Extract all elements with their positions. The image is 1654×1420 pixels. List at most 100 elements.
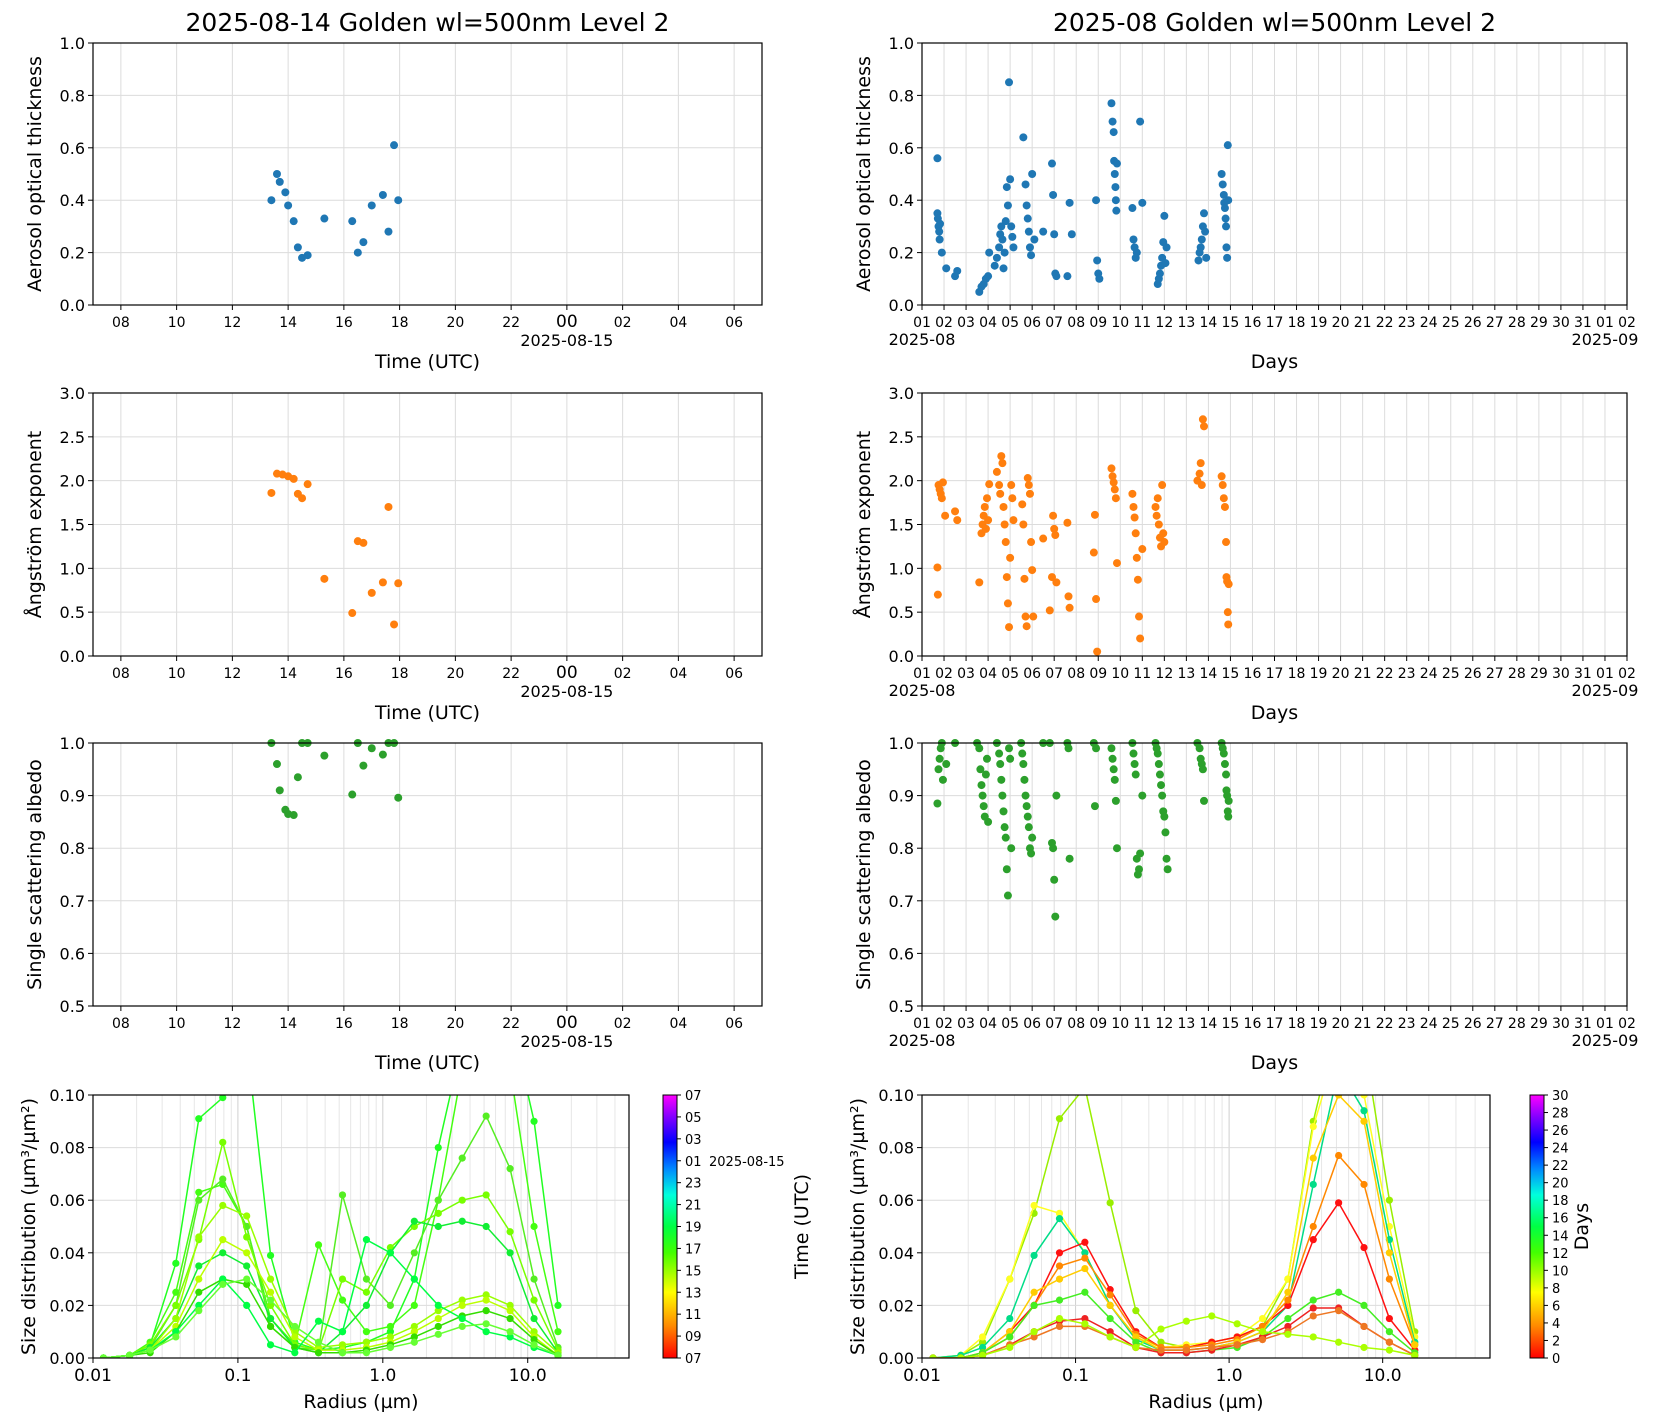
data-point — [1063, 518, 1072, 527]
data-point — [1108, 472, 1117, 481]
data-point — [1217, 170, 1226, 178]
x-tick-label: 02 — [1618, 315, 1636, 331]
data-point — [996, 760, 1005, 769]
series-point — [1335, 1307, 1343, 1315]
series-point — [458, 1314, 466, 1323]
series-point — [1385, 1249, 1393, 1257]
x-tick-label: 15 — [1222, 1016, 1240, 1032]
data-point — [980, 502, 989, 511]
series-point — [506, 1165, 514, 1173]
data-point — [272, 170, 281, 178]
data-point — [1006, 175, 1015, 184]
series-point — [458, 1296, 466, 1304]
data-point — [999, 502, 1008, 511]
data-point — [293, 773, 302, 782]
series-point — [506, 1333, 514, 1341]
series-point — [506, 1314, 514, 1323]
series-point — [1030, 1288, 1038, 1296]
series-point — [195, 1288, 203, 1296]
series-point — [530, 1341, 538, 1349]
y-tick-label: 0.02 — [49, 1296, 85, 1315]
data-point — [1135, 612, 1144, 621]
data-point — [1162, 243, 1171, 252]
data-point — [1049, 190, 1058, 199]
data-point — [1217, 472, 1226, 481]
x-tick-label: 22 — [502, 1016, 520, 1032]
x-tick-label: 08 — [1067, 1016, 1085, 1032]
series-point — [1081, 1314, 1089, 1323]
panel-monthly_aod: 0.00.20.40.60.81.001 02 03 04 05 06 07 08 09 10 11… — [853, 8, 1638, 373]
series-point — [1309, 1312, 1317, 1320]
x-tick-label: 08 — [112, 1016, 130, 1032]
series-point — [978, 1338, 987, 1346]
series-point — [219, 1280, 227, 1288]
colorbar-label: Days — [1571, 1203, 1593, 1250]
series-line — [103, 1238, 559, 1358]
x-tick-label: 16 — [335, 1016, 353, 1032]
y-tick-label: 1.0 — [889, 734, 914, 753]
data-point — [1064, 592, 1073, 601]
series-point — [1309, 1180, 1317, 1189]
data-point — [1111, 796, 1120, 805]
colorbar-tick-label: 24 — [1552, 1142, 1569, 1157]
x-tick-label: 05 — [1001, 666, 1019, 682]
data-point — [1223, 608, 1232, 617]
x-tick-label: 20 — [446, 1016, 464, 1032]
series-point — [530, 1314, 538, 1323]
x-tick-label: 01 — [1596, 666, 1614, 682]
series-point — [1055, 1262, 1064, 1270]
data-point — [293, 243, 302, 252]
colorbar-tick-label: 26 — [1552, 1124, 1569, 1139]
data-point — [998, 459, 1007, 468]
data-point — [1093, 256, 1102, 265]
x-tick-label: 00 — [556, 1013, 578, 1033]
y-axis-label: Ångström exponent — [852, 431, 875, 619]
data-point — [935, 235, 944, 244]
series-point — [1182, 1317, 1190, 1325]
y-tick-label: 0.0 — [60, 647, 85, 666]
series-point — [1309, 1222, 1317, 1231]
series-point — [1055, 1115, 1064, 1123]
data-point — [1111, 183, 1120, 192]
series-point — [1284, 1322, 1292, 1331]
data-point — [320, 574, 329, 583]
data-point — [348, 609, 357, 618]
series-point — [1335, 1039, 1342, 1046]
data-point — [1095, 274, 1104, 283]
data-point — [378, 750, 387, 759]
data-point — [978, 791, 987, 800]
y-axis-label: Size distribution (µm³/µm²) — [847, 1098, 869, 1355]
colorbar-tick-label: 10 — [1552, 1264, 1569, 1279]
data-point — [982, 754, 991, 763]
x-tick-label: 12 — [223, 1016, 241, 1032]
series-point — [1081, 1320, 1089, 1328]
y-tick-label: 0.8 — [889, 839, 914, 858]
x-tick-label: 02 — [1618, 666, 1636, 682]
series-point — [483, 960, 490, 967]
series-point — [530, 1222, 538, 1231]
x-tick-label: 19 — [1310, 315, 1328, 331]
x-tick-label: 29 — [1530, 666, 1548, 682]
x-tick-label: 09 — [1089, 666, 1107, 682]
data-point — [1197, 481, 1206, 490]
series-point — [1081, 1238, 1089, 1246]
series-point — [1335, 1199, 1343, 1207]
series-point — [1233, 1320, 1241, 1328]
data-point — [384, 227, 393, 236]
data-point — [1154, 760, 1163, 769]
x-date-label: 2025-08-15 — [520, 682, 613, 701]
x-tick-label: 04 — [669, 666, 687, 682]
series-point — [1309, 1304, 1317, 1312]
data-point — [1000, 823, 1009, 832]
series-point — [1006, 1314, 1014, 1323]
colorbar-tick-label: 18 — [1552, 1194, 1569, 1209]
series-point — [482, 1320, 490, 1328]
colorbar-tick-label: 28 — [1552, 1107, 1569, 1122]
x-tick-label: 16 — [335, 666, 353, 682]
colorbar-tick-label: 12 — [1552, 1247, 1569, 1262]
series-point — [978, 1343, 987, 1352]
colorbar-tick-label: 22 — [1552, 1159, 1569, 1174]
series-point — [1385, 1346, 1393, 1354]
data-point — [1002, 183, 1011, 192]
series-point — [1182, 1346, 1190, 1354]
